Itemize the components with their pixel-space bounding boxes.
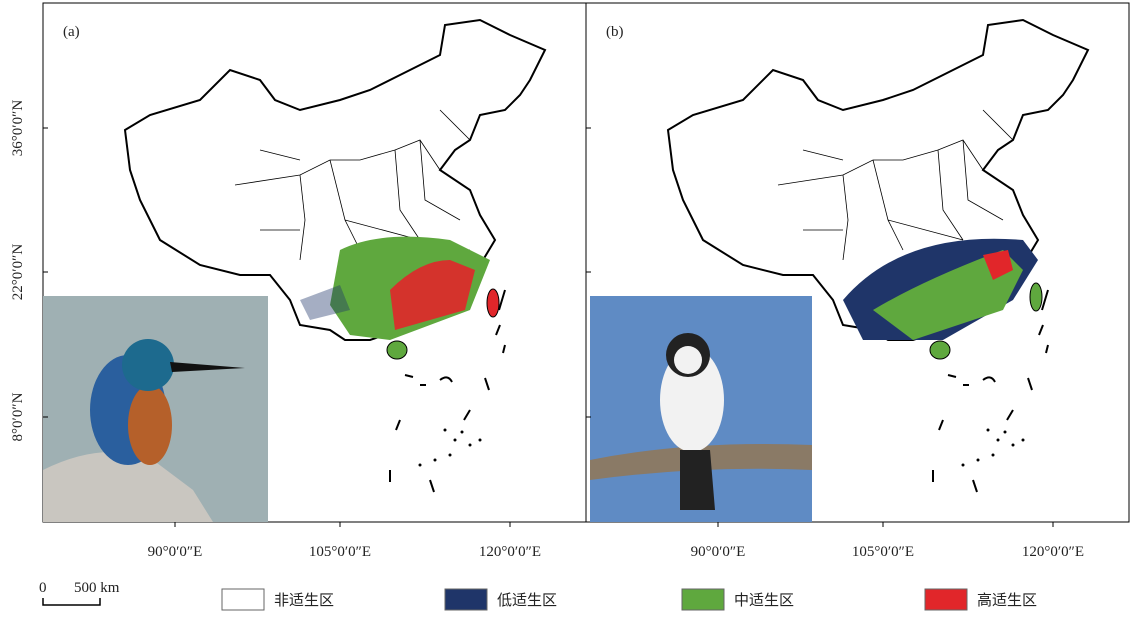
panel-label: (b) [606, 24, 624, 40]
scale-length: 500 km [74, 580, 120, 596]
lat-label: 8°0′0″N [10, 392, 26, 441]
lon-label: 90°0′0″E [148, 544, 203, 560]
legend-label: 非适生区 [274, 592, 334, 609]
legend-label: 高适生区 [977, 592, 1037, 609]
scale-zero: 0 [39, 580, 47, 596]
legend-swatch [925, 589, 967, 610]
scale-bar [43, 598, 100, 605]
lon-label: 120°0′0″E [479, 544, 541, 560]
lon-label: 120°0′0″E [1022, 544, 1084, 560]
legend-swatch [222, 589, 264, 610]
legend-swatch [445, 589, 487, 610]
legend-label: 中适生区 [734, 592, 794, 609]
photo-falconet [590, 296, 812, 522]
lat-label: 36°0′0″N [10, 100, 26, 157]
photo-kingfisher [43, 296, 268, 522]
figure: (a) 90°0′0″E 105°0′0″E 120°0′0″E (b) 90°0′0″E… [0, 0, 1130, 614]
lon-label: 90°0′0″E [691, 544, 746, 560]
lon-label: 105°0′0″E [309, 544, 371, 560]
lat-label: 22°0′0″N [10, 244, 26, 301]
panel-label: (a) [63, 24, 80, 40]
legend-label: 低适生区 [497, 592, 557, 609]
lon-label: 105°0′0″E [852, 544, 914, 560]
legend-swatch [682, 589, 724, 610]
